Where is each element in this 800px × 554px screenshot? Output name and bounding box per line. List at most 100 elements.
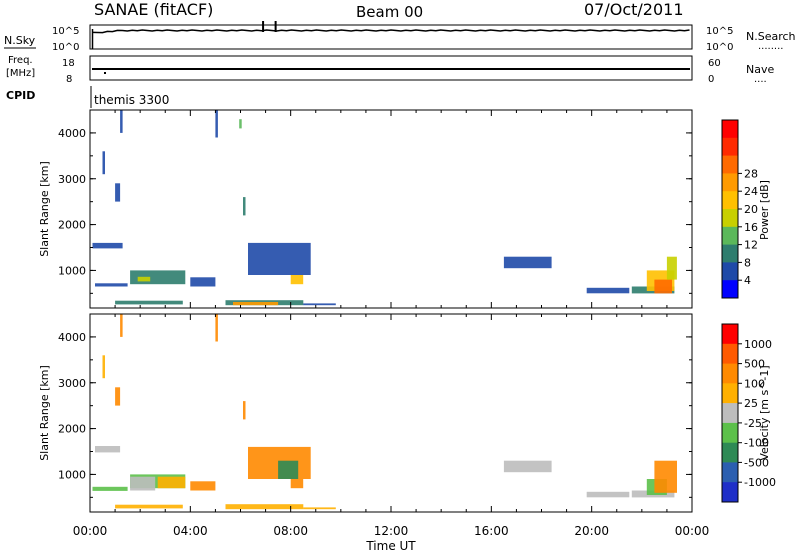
velocity-colorbar: 1000 500 100 25 -25 -100 -500 -1000 [721,323,776,503]
scatter-cell [225,504,304,510]
colorbar-segment [722,363,738,384]
velocity-panel: 1000 2000 3000 4000 [58,314,693,512]
colorbar-tick-label: 16 [744,221,758,234]
scatter-cell [130,476,156,491]
freq-strip [89,55,693,81]
x-tick-label: 20:00 [574,524,609,538]
nave-label: Nave [746,63,774,76]
freq-tick-left-bottom: 8 [66,74,72,85]
x-tick-label: 00:00 [73,524,108,538]
velocity-colorbar-label: Velocity [m s^-1] [758,365,771,460]
scatter-cell [215,314,218,342]
colorbar-frame [721,323,739,503]
colorbar-segment [722,262,738,281]
colorbar-tick-label: 8 [744,256,751,269]
scatter-cell [92,242,123,249]
scatter-cell [115,300,183,305]
freq-unit: [MHz] [6,68,35,79]
y-tick-label: 3000 [58,173,86,186]
power-frame [89,109,693,309]
x-tick-label: 08:00 [273,524,308,538]
velocity-frame [89,313,693,513]
x-tick-label: 16:00 [474,524,509,538]
scatter-cell [92,486,128,491]
colorbar-tick-label: 25 [744,397,758,410]
y-tick-label: 4000 [58,331,86,344]
freq-label: Freq. [8,55,33,66]
colorbar-segment [722,155,738,174]
x-tick-label: 12:00 [374,524,409,538]
scatter-cell [290,275,304,285]
scatter-cell [243,401,246,420]
colorbar-tick-label: 100 [744,377,765,390]
nsearch-dots: ........ [758,41,783,52]
colorbar-segment [722,244,738,263]
scatter-cell [157,476,186,489]
velocity-ylabel: Slant Range [km] [38,365,51,461]
scatter-cell [102,355,105,379]
colorbar-tick-label: -100 [744,437,769,450]
colorbar-tick-label: -500 [744,456,769,469]
colorbar-tick-label: 20 [744,203,758,216]
scatter-cell [278,460,299,479]
beam-title: Beam 00 [356,3,423,21]
scatter-cell [120,110,123,133]
scatter-cell [503,460,552,473]
nsky-label: N.Sky [4,34,36,47]
nsky-tick-left-top: 10^5 [52,26,79,37]
scatter-cell [115,504,183,509]
colorbar-tick-label: 28 [744,167,758,180]
colorbar-segment [722,343,738,365]
nsky-tick-right-top: 10^5 [706,26,733,37]
nsky-line [92,29,690,34]
colorbar-tick-label: 4 [744,274,751,287]
scatter-cell [233,302,279,306]
colorbar-tick-label: 24 [744,185,758,198]
x-tick-label: 04:00 [173,524,208,538]
colorbar-tick-label: 12 [744,239,758,252]
colorbar-segment [722,173,738,192]
scatter-cell [586,287,630,294]
scatter-cell [137,276,151,282]
scatter-cell [586,491,630,498]
colorbar-segment [722,442,738,463]
y-tick-label: 3000 [58,377,86,390]
scatter-cell [115,183,121,202]
date-title: 07/Oct/2011 [584,0,684,19]
scatter-cell [666,256,677,280]
y-tick-label: 1000 [58,468,86,481]
scatter-cell [303,303,336,306]
scatter-cell [243,197,246,216]
nsearch-label: N.Search [746,30,796,43]
power-ylabel: Slant Range [km] [38,161,51,257]
scatter-cell [190,481,216,491]
power-colorbar-label: Power [dB] [758,180,771,240]
scatter-cell [654,279,672,294]
y-tick-label: 2000 [58,423,86,436]
colorbar-segment [722,482,738,503]
nsky-tick-right-bottom: 10^0 [706,42,733,53]
nsky-tick-left-bottom: 10^0 [52,42,79,53]
colorbar-tick-label: 1000 [744,338,772,351]
scatter-cell [290,479,304,489]
colorbar-segment [722,324,738,345]
time-axis: 00:00 04:00 08:00 12:00 16:00 20:00 00:00 [73,524,710,538]
scatter-cell [248,242,311,275]
scatter-cell [239,119,242,129]
nave-dots: .... [754,74,767,85]
colorbar-tick-label: 500 [744,358,765,371]
time-axis-label: Time UT [365,539,416,553]
freq-tick-right-top: 60 [708,58,721,69]
freq-tick-left-top: 18 [62,58,75,69]
scatter-cell [303,507,336,510]
colorbar-segment [722,226,738,246]
scatter-cell [115,387,121,406]
y-tick-label: 2000 [58,219,86,232]
colorbar-segment [722,137,738,157]
power-panel: 1000 2000 3000 4000 [58,110,693,308]
colorbar-segment [722,383,738,404]
station-title: SANAE (fitACF) [94,0,213,19]
scatter-cell [503,256,552,269]
colorbar-segment [722,280,738,299]
scatter-cell [102,151,105,175]
